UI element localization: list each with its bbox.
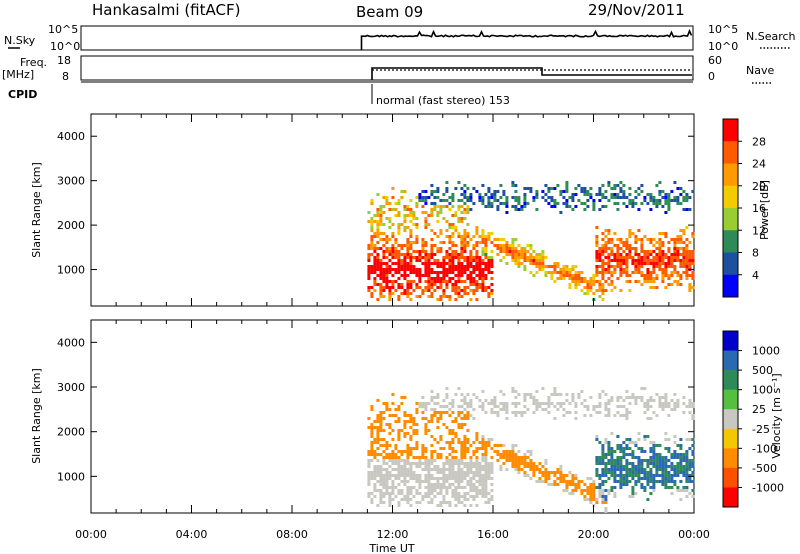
x-tick-label: 16:00 bbox=[477, 528, 509, 541]
colorbar-tick-label: 16 bbox=[752, 202, 766, 215]
x-tick-label: 00:00 bbox=[678, 528, 710, 541]
freq-left-tick-top: 18 bbox=[57, 54, 71, 67]
cpid-strip: CPID normal (fast stereo) 153 bbox=[8, 81, 693, 107]
nsky-right-tick-bottom: 10^0 bbox=[708, 40, 738, 53]
x-tick-label: 08:00 bbox=[276, 528, 308, 541]
colorbar-tick-label: 100 bbox=[752, 384, 773, 397]
cpid-label: CPID bbox=[8, 88, 37, 101]
colorbar-tick-label: -100 bbox=[752, 442, 777, 455]
nsky-strip: N.Sky 10^5 10^0 10^5 10^0 N.Search bbox=[4, 23, 796, 53]
freq-label-1: Freq. bbox=[20, 56, 47, 69]
colorbar-swatch bbox=[723, 370, 738, 391]
power-colorbar-label: Power [dB] bbox=[758, 180, 771, 240]
power-ylabel: Slant Range [km] bbox=[30, 162, 43, 258]
colorbar-tick-label: 500 bbox=[752, 364, 773, 377]
date-title: 29/Nov/2011 bbox=[588, 1, 685, 19]
y-tick-label: 1000 bbox=[57, 470, 85, 483]
colorbar-swatch bbox=[723, 428, 738, 449]
nsky-left-tick-top: 10^5 bbox=[48, 23, 78, 36]
colorbar-swatch bbox=[723, 141, 738, 164]
y-tick-label: 2000 bbox=[57, 219, 85, 232]
colorbar-swatch bbox=[723, 448, 738, 469]
colorbar-swatch bbox=[723, 389, 738, 410]
colorbar-tick-label: -500 bbox=[752, 462, 777, 475]
power-y-ticks: 1000 2000 3000 4000 bbox=[57, 130, 694, 277]
cpid-mode-text: normal (fast stereo) 153 bbox=[376, 94, 510, 107]
nsky-left-tick-bottom: 10^0 bbox=[50, 40, 80, 53]
velocity-colorbar: Velocity [m s⁻¹] 1000 500 100 25 -25 -100 -500… bbox=[722, 330, 784, 508]
x-axis-title: Time UT bbox=[368, 542, 414, 554]
x-tick-label: 12:00 bbox=[377, 528, 409, 541]
colorbar-swatch bbox=[723, 487, 738, 508]
freq-label-2: [MHz] bbox=[2, 68, 34, 81]
velocity-panel: 1000 2000 3000 4000 Slant Range [km] bbox=[30, 319, 695, 514]
colorbar-swatch bbox=[723, 252, 738, 276]
nsky-trace bbox=[360, 28, 693, 50]
y-tick-label: 3000 bbox=[57, 381, 85, 394]
colorbar-tick-label: 1000 bbox=[752, 345, 780, 358]
colorbar-swatch bbox=[723, 409, 738, 430]
colorbar-tick-label: 12 bbox=[752, 224, 766, 237]
power-data bbox=[367, 181, 695, 301]
velocity-x-ticks bbox=[90, 320, 695, 513]
y-tick-label: 4000 bbox=[57, 130, 85, 143]
colorbar-swatch bbox=[723, 274, 738, 298]
colorbar-tick-label: 24 bbox=[752, 158, 766, 171]
velocity-data bbox=[367, 387, 695, 513]
nave-right-tick-top: 60 bbox=[708, 54, 722, 67]
colorbar-swatch bbox=[723, 119, 738, 142]
power-colorbar: Power [dB] 28 24 20 16 12 8 4 bbox=[722, 118, 771, 298]
velocity-colorbar-label: Velocity [m s⁻¹] bbox=[770, 373, 783, 458]
nsearch-label: N.Search bbox=[746, 30, 796, 43]
x-tick-labels: 00:00 04:00 08:00 12:00 16:00 20:00 00:00 bbox=[75, 528, 710, 541]
beam-title: Beam 09 bbox=[356, 3, 423, 21]
colorbar-swatch bbox=[723, 331, 738, 352]
y-tick-label: 1000 bbox=[57, 264, 85, 277]
colorbar-tick-label: 20 bbox=[752, 180, 766, 193]
colorbar-tick-label: -25 bbox=[752, 423, 770, 436]
velocity-ylabel: Slant Range [km] bbox=[30, 368, 43, 464]
nave-label: Nave bbox=[746, 64, 774, 77]
nsky-right-tick-top: 10^5 bbox=[708, 23, 738, 36]
power-x-ticks bbox=[90, 114, 695, 306]
colorbar-swatch bbox=[723, 350, 738, 371]
colorbar-tick-label: -1000 bbox=[752, 481, 784, 494]
colorbar-tick-label: 4 bbox=[752, 269, 759, 282]
x-tick-label: 00:00 bbox=[75, 528, 107, 541]
colorbar-swatch bbox=[723, 208, 738, 231]
freq-left-tick-bottom: 8 bbox=[62, 70, 69, 83]
y-tick-label: 2000 bbox=[57, 426, 85, 439]
colorbar-tick-label: 28 bbox=[752, 135, 766, 148]
colorbar-swatch bbox=[723, 230, 738, 253]
power-panel: 1000 2000 3000 4000 Slant Range [km] bbox=[30, 113, 695, 307]
colorbar-swatch bbox=[723, 185, 738, 209]
colorbar-tick-label: 25 bbox=[752, 403, 766, 416]
freq-trace bbox=[371, 67, 692, 80]
colorbar-tick-label: 8 bbox=[752, 247, 759, 260]
nave-right-tick-bottom: 0 bbox=[708, 70, 715, 83]
nsky-label: N.Sky bbox=[4, 34, 36, 47]
x-tick-label: 04:00 bbox=[176, 528, 208, 541]
station-title: Hankasalmi (fitACF) bbox=[92, 1, 240, 19]
y-tick-label: 3000 bbox=[57, 175, 85, 188]
colorbar-swatch bbox=[723, 467, 738, 488]
x-tick-label: 20:00 bbox=[578, 528, 610, 541]
freq-strip: Freq. [MHz] 18 8 60 0 Nave bbox=[2, 54, 774, 84]
y-tick-label: 4000 bbox=[57, 336, 85, 349]
velocity-y-ticks: 1000 2000 3000 4000 bbox=[57, 336, 694, 483]
colorbar-swatch bbox=[723, 163, 738, 187]
